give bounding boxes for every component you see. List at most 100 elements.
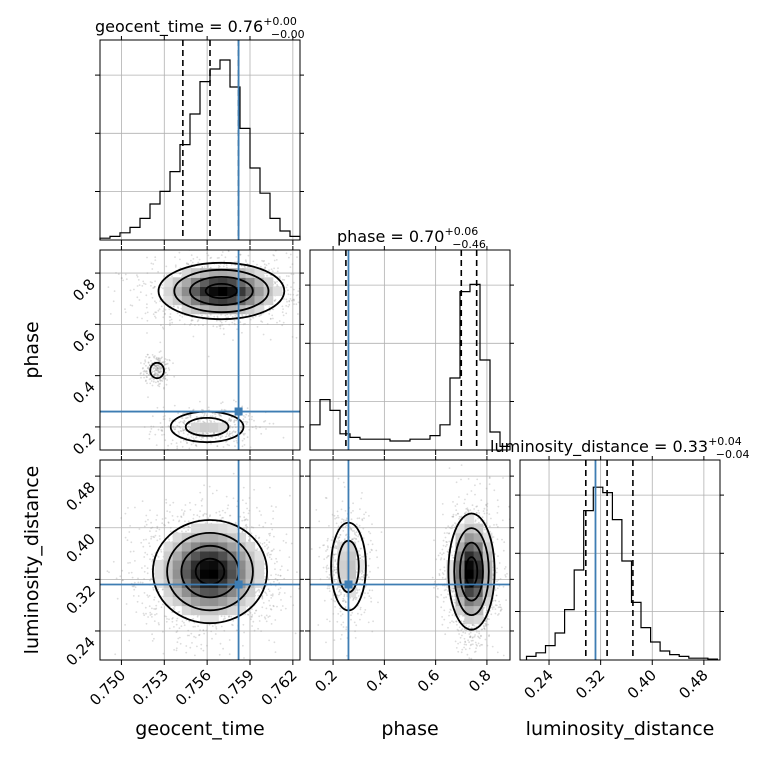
- sample-point: [292, 273, 295, 275]
- sample-point: [148, 437, 151, 440]
- density-cell: [227, 286, 237, 297]
- density-cell: [209, 422, 219, 433]
- sample-point: [484, 622, 487, 625]
- sample-point: [133, 581, 136, 584]
- sample-point: [182, 432, 185, 434]
- sample-point: [168, 538, 170, 541]
- sample-point: [264, 268, 266, 270]
- sample-point: [350, 618, 352, 621]
- sample-point: [190, 319, 193, 321]
- sample-point: [168, 316, 171, 318]
- sample-point: [334, 600, 336, 603]
- sample-point: [166, 510, 169, 512]
- sample-point: [163, 308, 166, 310]
- density-cell: [190, 596, 201, 607]
- sample-point: [262, 602, 265, 604]
- sample-point: [203, 266, 206, 268]
- sample-point: [146, 319, 149, 322]
- sample-point: [210, 442, 212, 445]
- sample-point: [232, 339, 234, 341]
- sample-point: [198, 433, 201, 435]
- sample-point: [156, 358, 159, 361]
- sample-point: [217, 662, 219, 664]
- sample-point: [285, 252, 288, 255]
- sample-point: [276, 579, 279, 582]
- sample-point: [190, 259, 192, 262]
- sample-point: [177, 306, 179, 308]
- density-cell: [236, 304, 247, 315]
- sample-point: [283, 298, 285, 300]
- sample-point: [205, 432, 208, 435]
- sample-point: [180, 625, 183, 628]
- sample-point: [183, 621, 185, 624]
- sample-point: [170, 442, 173, 445]
- density-cell: [218, 569, 228, 579]
- density-cell: [172, 587, 183, 597]
- sample-point: [244, 259, 247, 262]
- sample-point: [217, 435, 220, 437]
- sample-point: [153, 286, 155, 289]
- sample-point: [271, 314, 274, 317]
- sample-point: [158, 308, 161, 310]
- sample-point: [191, 319, 194, 322]
- sample-point: [244, 518, 247, 521]
- density-cell: [181, 304, 192, 315]
- sample-point: [149, 558, 151, 561]
- sample-point: [202, 409, 205, 411]
- sample-point: [177, 430, 180, 433]
- density-cell: [263, 277, 274, 287]
- sample-point: [106, 570, 109, 573]
- sample-point: [247, 254, 250, 257]
- sample-point: [206, 437, 209, 439]
- sample-point: [195, 436, 198, 438]
- sample-point: [228, 434, 230, 436]
- sample-point: [274, 568, 276, 570]
- sample-point: [203, 421, 205, 423]
- sample-point: [227, 250, 230, 253]
- sample-point: [157, 384, 159, 387]
- sample-point: [81, 254, 83, 256]
- sample-point: [228, 615, 230, 618]
- sample-point: [271, 593, 274, 596]
- sample-point: [234, 521, 237, 524]
- sample-point: [150, 262, 153, 265]
- sample-point: [481, 643, 484, 646]
- sample-point: [202, 629, 205, 631]
- sample-point: [280, 599, 282, 601]
- sample-point: [206, 644, 208, 647]
- sample-point: [153, 374, 156, 377]
- sample-point: [342, 600, 344, 602]
- sample-point: [240, 427, 243, 430]
- sample-point: [307, 299, 309, 301]
- sample-point: [261, 321, 264, 323]
- sample-point: [246, 525, 248, 528]
- sample-point: [229, 432, 232, 435]
- sample-point: [257, 594, 260, 597]
- sample-point: [172, 501, 175, 504]
- sample-point: [273, 259, 276, 262]
- sample-point: [153, 367, 156, 369]
- sample-point: [292, 293, 295, 296]
- sample-point: [279, 574, 282, 577]
- sample-point: [146, 353, 149, 356]
- sample-point: [285, 286, 288, 289]
- sample-point: [122, 279, 124, 282]
- density-cell: [200, 277, 210, 287]
- sample-point: [218, 257, 220, 259]
- sample-point: [113, 290, 116, 292]
- sample-point: [128, 639, 131, 642]
- density-cell: [236, 286, 247, 297]
- density-cell: [218, 422, 228, 433]
- sample-point: [152, 313, 155, 316]
- density-cell: [245, 268, 256, 278]
- sample-point: [270, 274, 272, 277]
- sample-point: [462, 631, 465, 634]
- sample-point: [154, 613, 156, 616]
- sample-point: [148, 594, 151, 597]
- sample-point: [281, 311, 284, 314]
- contour-line: [149, 361, 165, 380]
- sample-point: [157, 622, 160, 624]
- sample-point: [160, 429, 163, 431]
- sample-point: [228, 430, 231, 433]
- sample-point: [161, 284, 164, 286]
